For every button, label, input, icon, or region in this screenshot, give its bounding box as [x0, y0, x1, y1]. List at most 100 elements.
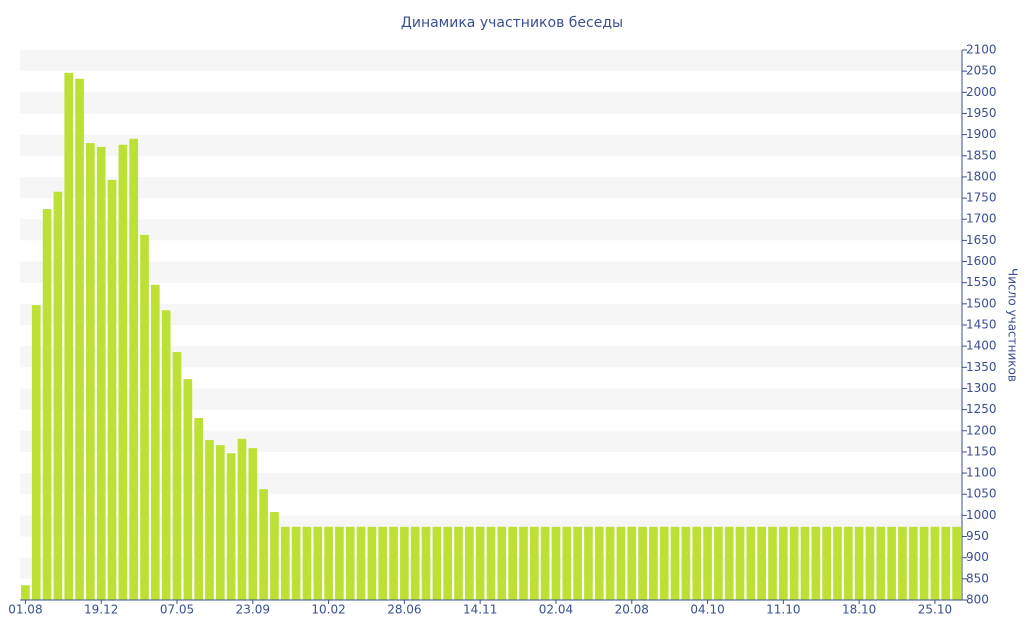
grid-band [20, 473, 962, 495]
bar [627, 526, 637, 600]
grid-band [20, 176, 962, 199]
bar [573, 526, 582, 600]
bar [854, 526, 864, 600]
grid-band [20, 92, 962, 114]
bar [335, 526, 344, 600]
x-tick-label: 01.08 [8, 603, 42, 617]
y-tick-label: 950 [966, 529, 989, 543]
x-tick-label: 11.10 [766, 603, 800, 617]
y-tick-label: 1400 [966, 339, 997, 353]
grid-band [20, 303, 962, 325]
bar [356, 526, 366, 600]
bar [584, 526, 593, 600]
bar [843, 526, 853, 600]
bar [735, 526, 745, 600]
x-tick-label: 10.02 [311, 603, 345, 617]
y-tick-label: 1550 [966, 275, 997, 289]
bar [151, 284, 160, 600]
bar [237, 438, 247, 600]
bar [194, 418, 203, 600]
bar [930, 526, 940, 600]
x-tick-label: 07.05 [160, 603, 194, 617]
bar [378, 526, 388, 600]
y-tick-label: 1250 [966, 402, 997, 416]
y-tick-label: 1950 [966, 106, 997, 120]
bar [259, 489, 268, 600]
chart-title: Динамика участников беседы [401, 15, 623, 31]
bar [692, 526, 702, 600]
y-tick-label: 1750 [966, 191, 997, 205]
grid-band [20, 219, 962, 241]
bar [454, 526, 463, 600]
bar [746, 526, 756, 600]
y-tick-label: 900 [966, 550, 989, 564]
bar [96, 146, 106, 600]
grid-band [20, 430, 962, 452]
bar [345, 526, 355, 600]
bar [75, 78, 84, 601]
bar [551, 526, 561, 600]
bar [280, 526, 290, 600]
bar [887, 526, 896, 600]
bar [822, 526, 831, 600]
bar [302, 526, 312, 600]
bar [313, 526, 323, 600]
bar [443, 526, 453, 600]
bar [367, 526, 377, 600]
y-tick-label: 2050 [966, 64, 997, 78]
bar [724, 526, 734, 600]
grid-band [20, 261, 962, 283]
x-tick-label: 18.10 [842, 603, 876, 617]
y-tick-label: 1650 [966, 233, 997, 247]
y-tick-label: 1300 [966, 381, 997, 395]
y-tick-label: 2000 [966, 85, 997, 99]
x-tick-label: 02.04 [539, 603, 573, 617]
bar [421, 526, 431, 600]
y-tick-label: 1800 [966, 169, 997, 183]
x-tick-label: 23.09 [236, 603, 270, 617]
bar [616, 526, 626, 600]
bar [670, 526, 680, 600]
bar [215, 445, 225, 600]
x-tick-label: 04.10 [690, 603, 724, 617]
bar [714, 526, 723, 600]
bar [248, 448, 258, 600]
y-tick-label: 1050 [966, 487, 997, 501]
bar [486, 526, 496, 600]
bar [64, 72, 74, 601]
bar [291, 526, 301, 600]
bar [432, 526, 442, 600]
bar [703, 526, 712, 600]
bar [183, 379, 193, 600]
bar [205, 440, 214, 600]
y-tick-label: 1600 [966, 254, 997, 268]
y-tick-label: 1100 [966, 466, 997, 480]
bar [129, 138, 139, 600]
bar [789, 526, 799, 600]
y-tick-label: 1200 [966, 423, 997, 437]
grid-band [20, 346, 962, 368]
bar [876, 526, 886, 600]
bar [519, 526, 528, 600]
bar [475, 526, 485, 600]
bar [161, 310, 171, 600]
bar [389, 526, 398, 600]
y-tick-label: 800 [966, 593, 989, 607]
bar [529, 526, 539, 600]
bar [42, 209, 52, 601]
x-tick-label: 19.12 [84, 603, 118, 617]
y-tick-label: 1150 [966, 444, 997, 458]
y-tick-label: 850 [966, 571, 989, 585]
y-axis-label: Число участников [1006, 268, 1020, 382]
bar [497, 526, 507, 600]
bar [757, 526, 767, 600]
x-tick-label: 14.11 [463, 603, 497, 617]
bar [53, 191, 63, 600]
bar [107, 179, 117, 600]
bar [31, 305, 41, 600]
bar [800, 526, 810, 600]
y-tick-label: 1350 [966, 360, 997, 374]
bar [811, 526, 821, 600]
grid-band [20, 134, 962, 156]
